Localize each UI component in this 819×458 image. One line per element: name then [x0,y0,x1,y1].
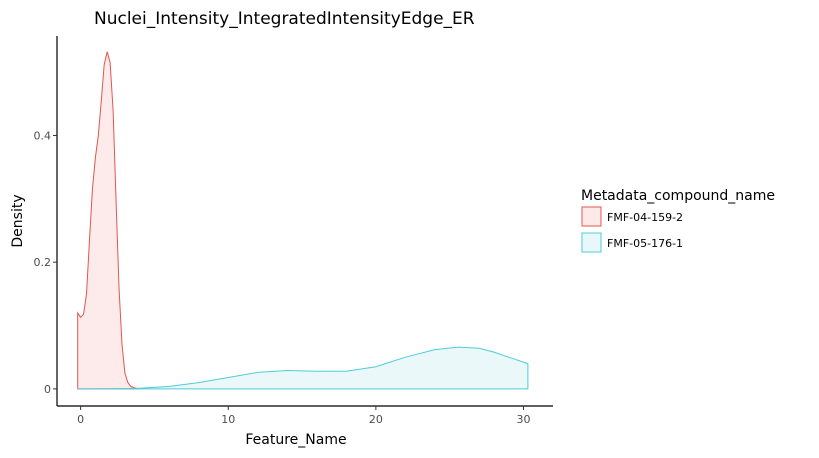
density-area-1 [77,51,140,390]
y-axis-title: Density [10,194,26,247]
x-tick-label: 10 [221,413,235,426]
legend: Metadata_compound_name FMF-04-159-2 FMF-0… [581,188,775,253]
legend-label-2: FMF-05-176-1 [607,237,683,250]
y-tick-label: 0.4 [34,129,52,142]
density-area-2 [77,346,529,390]
x-tick-label: 30 [516,413,530,426]
legend-label-1: FMF-04-159-2 [607,211,683,224]
y-tick-label: 0.2 [34,256,52,269]
y-tick-label: 0 [44,383,51,396]
legend-title: Metadata_compound_name [581,188,775,204]
x-tick-label: 0 [77,413,84,426]
legend-key-1 [581,206,602,227]
plot-area: 0 10 20 30 0 0.2 0.4 [34,36,553,426]
legend-key-2 [581,232,602,253]
x-axis-title: Feature_Name [245,432,346,448]
x-tick-label: 20 [369,413,383,426]
chart-title: Nuclei_Intensity_IntegratedIntensityEdge… [94,9,475,29]
